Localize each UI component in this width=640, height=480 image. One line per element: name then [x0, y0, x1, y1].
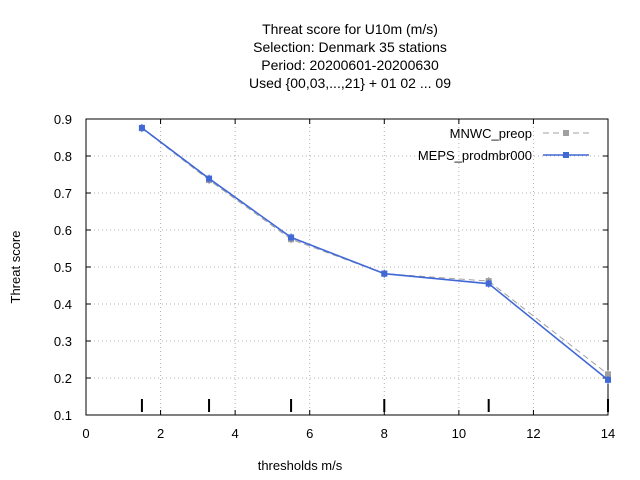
series-line: [141, 127, 609, 381]
title-line-4: Used {00,03,...,21} + 01 02 ... 09: [249, 75, 451, 91]
legend-marker: [563, 152, 569, 158]
y-axis-label: Threat score: [8, 231, 23, 304]
x-tick-label: 2: [157, 426, 164, 441]
series-MEPS_prodmbr000: [138, 123, 611, 384]
x-tick-label: 0: [82, 426, 89, 441]
legend-label: MEPS_prodmbr000: [418, 148, 532, 163]
y-tick-label: 0.1: [54, 408, 72, 423]
y-tick-label: 0.2: [54, 371, 72, 386]
title-line-3: Period: 20200601-20200630: [261, 57, 439, 73]
x-tick-label: 12: [526, 426, 540, 441]
y-tick-label: 0.4: [54, 297, 72, 312]
x-tick-label: 10: [452, 426, 466, 441]
legend-marker: [563, 130, 569, 136]
series-lines: [138, 123, 611, 384]
y-tick-label: 0.9: [54, 112, 72, 127]
x-tick-label: 14: [601, 426, 615, 441]
x-tick-label: 6: [306, 426, 313, 441]
series-MNWC_preop: [138, 124, 611, 379]
x-tick-label: 4: [232, 426, 239, 441]
y-tick-label: 0.3: [54, 334, 72, 349]
grid: [86, 119, 608, 415]
x-tick-label: 8: [381, 426, 388, 441]
title-line-2: Selection: Denmark 35 stations: [253, 39, 447, 55]
y-tick-label: 0.6: [54, 223, 72, 238]
title-line-1: Threat score for U10m (m/s): [262, 21, 438, 37]
chart-title: Threat score for U10m (m/s) Selection: D…: [0, 20, 640, 92]
legend: MNWC_preop MEPS_prodmbr000: [418, 126, 589, 163]
y-tick-label: 0.5: [54, 260, 72, 275]
axes: 0.1 0.2 0.3 0.4 0.5 0.6 0.7 0.8 0.9 0 2 4 6 8 10 12 14: [54, 112, 615, 441]
legend-label: MNWC_preop: [450, 126, 532, 141]
y-tick-label: 0.7: [54, 186, 72, 201]
y-tick-label: 0.8: [54, 149, 72, 164]
x-axis-label: thresholds m/s: [258, 458, 343, 473]
series-line: [141, 127, 609, 375]
threshold-marks: [140, 399, 609, 412]
